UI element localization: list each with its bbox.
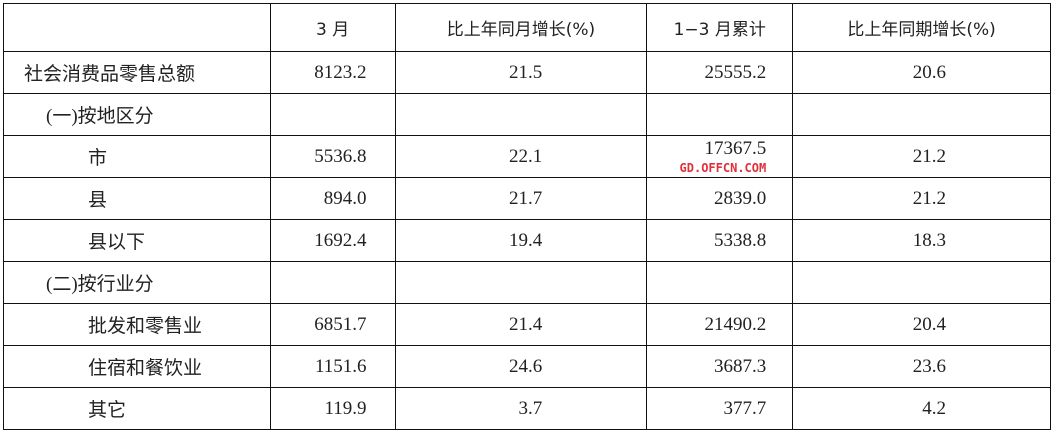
cell-value: 21.7: [394, 177, 648, 220]
cell-value: 20.4: [792, 303, 1051, 346]
cell-value: 6851.7: [269, 303, 396, 346]
column-header: [3, 3, 271, 52]
table-row: 其它 119.9 3.7 377.7 4.2: [3, 387, 1051, 430]
cell-value: [394, 93, 648, 136]
cell-value: 25555.2: [646, 51, 794, 94]
column-header: 比上年同月增长(%): [394, 3, 648, 52]
cell-value: [394, 261, 648, 304]
cell-value: 894.0: [269, 177, 396, 220]
cell-value: 22.1: [394, 135, 648, 178]
cell-value: 21.5: [394, 51, 648, 94]
row-label: (二)按行业分: [3, 261, 271, 304]
row-label: 社会消费品零售总额: [3, 51, 271, 94]
row-label: 县以下: [3, 219, 271, 262]
cell-value: 17367.5 GD.OFFCN.COM: [646, 135, 794, 178]
cell-value: 1151.6: [269, 345, 396, 388]
table-row: 市 5536.8 22.1 17367.5 GD.OFFCN.COM 21.2: [3, 135, 1051, 178]
cell-value: 8123.2: [269, 51, 396, 94]
cell-value: 23.6: [792, 345, 1051, 388]
cell-value: 5338.8: [646, 219, 794, 262]
cell-value: [792, 261, 1051, 304]
table-row: 县 894.0 21.7 2839.0 21.2: [3, 177, 1051, 220]
cell-value-text: 17367.5: [704, 137, 767, 159]
cell-value: 5536.8: [269, 135, 396, 178]
cell-value: [646, 93, 794, 136]
cell-value: 18.3: [792, 219, 1051, 262]
table-row: 住宿和餐饮业 1151.6 24.6 3687.3 23.6: [3, 345, 1051, 388]
table-row: 县以下 1692.4 19.4 5338.8 18.3: [3, 219, 1051, 262]
table-row: (一)按地区分: [3, 93, 1051, 136]
cell-value: [269, 93, 396, 136]
header-row: 3 月比上年同月增长(%) 1−3 月累计 比上年同期增长(%): [3, 3, 1051, 52]
cell-value: 377.7: [646, 387, 794, 430]
cell-value: 24.6: [394, 345, 648, 388]
cell-value: 19.4: [394, 219, 648, 262]
column-header: 比上年同期增长(%): [792, 3, 1051, 52]
column-header: 1−3 月累计: [646, 3, 794, 52]
column-header: 3 月: [269, 3, 396, 52]
cell-value: 21.2: [792, 177, 1051, 220]
row-label: 县: [3, 177, 271, 220]
table-row: 社会消费品零售总额 8123.2 21.5 25555.2 20.6: [3, 51, 1051, 94]
row-label: (一)按地区分: [3, 93, 271, 136]
watermark-logo: GD.OFFCN.COM: [679, 160, 767, 175]
cell-value: 4.2: [792, 387, 1051, 430]
row-label: 住宿和餐饮业: [3, 345, 271, 388]
cell-value: 21.4: [394, 303, 648, 346]
cell-value: 3687.3: [646, 345, 794, 388]
table-row: 批发和零售业 6851.7 21.4 21490.2 20.4: [3, 303, 1051, 346]
row-label: 其它: [3, 387, 271, 430]
retail-sales-table: 3 月比上年同月增长(%) 1−3 月累计 比上年同期增长(%) 社会消费品零售总额…: [3, 3, 1051, 430]
cell-value: 1692.4: [269, 219, 396, 262]
cell-value: 21490.2: [646, 303, 794, 346]
cell-value: [269, 261, 396, 304]
table-row: (二)按行业分: [3, 261, 1051, 304]
cell-value: [646, 261, 794, 304]
cell-value: 119.9: [269, 387, 396, 430]
cell-value: [792, 93, 1051, 136]
row-label: 批发和零售业: [3, 303, 271, 346]
cell-value: 21.2: [792, 135, 1051, 178]
cell-value: 3.7: [394, 387, 648, 430]
cell-value: 2839.0: [646, 177, 794, 220]
cell-value: 20.6: [792, 51, 1051, 94]
row-label: 市: [3, 135, 271, 178]
